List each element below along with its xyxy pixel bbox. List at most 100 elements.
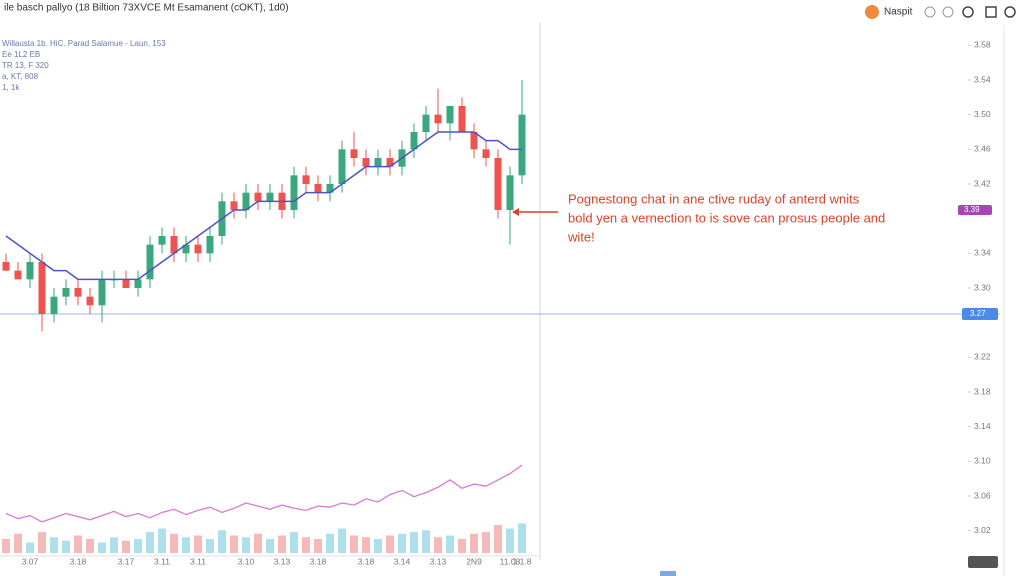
candle-body — [314, 184, 322, 193]
y-tick-label: 3.54 — [974, 74, 991, 84]
volume-bar — [206, 539, 214, 553]
x-tick-label: 3.18 — [310, 556, 327, 566]
axis-button[interactable] — [968, 556, 998, 568]
volume-bar — [386, 535, 394, 553]
oscillator-line — [5, 464, 523, 523]
volume-bar — [362, 537, 370, 553]
candle-body — [506, 175, 514, 210]
candle-body — [326, 184, 334, 193]
volume-bar — [98, 542, 106, 553]
y-tick-label: 3.58 — [974, 40, 991, 50]
volume-bar — [410, 532, 418, 553]
volume-bar — [446, 535, 454, 553]
x-tick-label: 1.1.8 — [513, 556, 532, 566]
candle-body — [194, 244, 202, 254]
x-tick-label: 3.13 — [274, 556, 291, 566]
marker-badge — [958, 205, 992, 215]
header-button[interactable]: Naspit — [884, 7, 913, 18]
volume-bar — [170, 533, 178, 553]
candle-body — [98, 279, 106, 306]
volume-bar — [506, 528, 514, 553]
volume-bar — [422, 530, 430, 553]
y-tick-label: 3.10 — [974, 456, 991, 466]
legend-line: Ee 1L2 EB — [2, 50, 40, 59]
candle-body — [410, 132, 418, 150]
volume-bar — [266, 539, 274, 553]
x-tick-label: 3.18 — [70, 556, 87, 566]
candle-body — [302, 175, 310, 184]
annotation-line: bold yen a vernection to is sove can pro… — [568, 210, 885, 225]
volume-bar — [278, 535, 286, 553]
candle-body — [362, 158, 370, 167]
x-tick-label: 3.18 — [358, 556, 375, 566]
volume-bar — [86, 539, 94, 553]
x-tick-label: 11.08 — [500, 556, 521, 566]
candle-body — [170, 236, 178, 254]
scroll-indicator — [660, 571, 676, 576]
volume-bar — [146, 532, 154, 553]
candle-body — [74, 288, 82, 297]
candle-body — [374, 158, 382, 167]
volume-bar — [302, 537, 310, 553]
volume-bar — [338, 528, 346, 553]
candle-body — [62, 288, 70, 297]
legend-line: 1, 1k — [2, 83, 20, 92]
volume-bar — [434, 537, 442, 553]
candle-body — [254, 192, 262, 202]
candle-body — [422, 114, 430, 132]
volume-bar — [134, 539, 142, 553]
volume-bar — [14, 533, 22, 553]
annotation-line: wite! — [567, 229, 595, 244]
legend-line: Willausta 1b. HiC. Parad Salamue - Laun,… — [2, 39, 166, 48]
y-tick-label: 3.46 — [974, 144, 991, 154]
candle-body — [86, 296, 94, 306]
volume-bar — [110, 537, 118, 553]
x-tick-label: 2N9 — [466, 556, 482, 566]
volume-bar — [194, 535, 202, 553]
y-tick-label: 3.06 — [974, 490, 991, 500]
candle-body — [26, 262, 34, 280]
candle-body — [386, 158, 394, 167]
volume-bar — [350, 535, 358, 553]
volume-bar — [50, 537, 58, 553]
volume-bar — [2, 539, 10, 553]
volume-bar — [254, 533, 262, 553]
candle-body — [134, 279, 142, 288]
icon-button[interactable] — [985, 6, 997, 18]
top-bar — [0, 0, 1024, 22]
x-tick-label: 3.14 — [394, 556, 411, 566]
y-tick-label: 3.02 — [974, 525, 991, 535]
x-tick-label: 3.11 — [190, 556, 206, 566]
icon-button[interactable] — [924, 6, 936, 18]
icon-button[interactable] — [942, 6, 954, 18]
candle-body — [14, 270, 22, 280]
x-tick-label: 3.07 — [22, 556, 39, 566]
avatar-icon[interactable] — [865, 5, 879, 19]
candle-body — [290, 175, 298, 210]
candle-body — [182, 244, 190, 254]
volume-bar — [26, 542, 34, 553]
volume-bar — [326, 533, 334, 553]
x-tick-label: 3.10 — [238, 556, 255, 566]
candle-body — [2, 262, 10, 271]
volume-bar — [158, 528, 166, 553]
candle-body — [122, 279, 130, 288]
legend: Willausta 1b. HiC. Parad Salamue - Laun,… — [2, 39, 166, 92]
candle-body — [158, 236, 166, 245]
annotation-arrowhead — [512, 208, 519, 216]
x-tick-label: 3.11 — [154, 556, 170, 566]
candle-body — [338, 149, 346, 184]
y-tick-label: 3.50 — [974, 109, 991, 119]
volume-bar — [218, 530, 226, 553]
icon-button[interactable] — [962, 6, 974, 18]
candle-body — [50, 296, 58, 314]
symbol-title: ile basch pallyo (18 Biltion 73XVCE Mt E… — [4, 3, 289, 14]
marker-badge-label: 3.39 — [964, 205, 980, 214]
candle-body — [518, 114, 526, 176]
candle-body — [230, 201, 238, 210]
y-tick-label: 3.22 — [974, 352, 991, 362]
volume-bar — [314, 539, 322, 553]
x-tick-label: 3.13 — [430, 556, 447, 566]
icon-button[interactable] — [1004, 6, 1016, 18]
